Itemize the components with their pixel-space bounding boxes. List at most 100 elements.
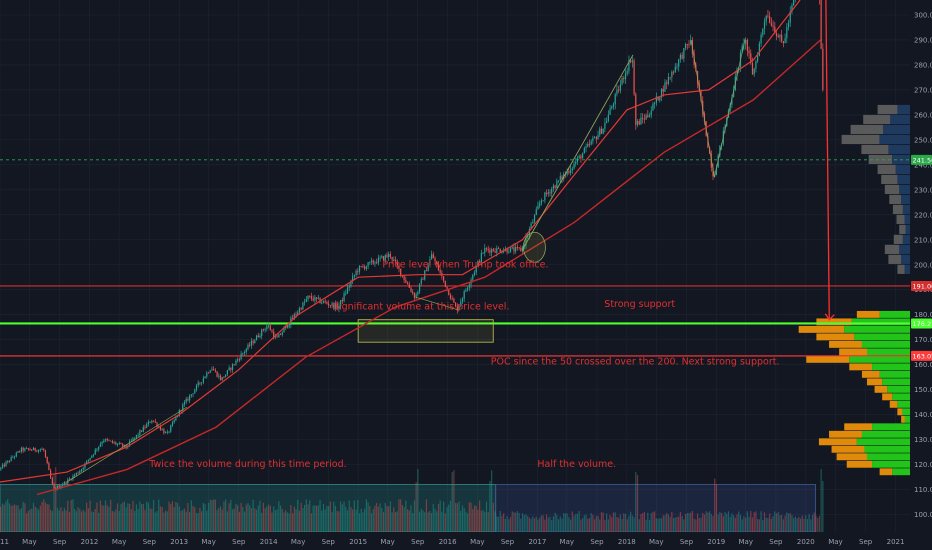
- candle-body: [336, 303, 338, 309]
- candle-body: [597, 135, 599, 140]
- candle-body: [80, 469, 83, 472]
- candle-body: [401, 275, 404, 277]
- volume-bar: [803, 518, 805, 532]
- volume-bar: [273, 506, 275, 532]
- candle-body: [48, 462, 50, 471]
- candle-body: [24, 448, 26, 451]
- candle-body: [672, 71, 675, 73]
- candle-body: [113, 442, 115, 444]
- volume-bar: [664, 515, 666, 532]
- vp-bar-down: [889, 194, 901, 205]
- candle-body: [230, 367, 232, 370]
- candle-body: [223, 377, 225, 378]
- volume-bar: [712, 515, 714, 532]
- price-axis[interactable]: 100.00 110.00 120.00 130.00 140.00 150.00 160.…: [910, 0, 932, 550]
- volume-bar: [147, 502, 150, 532]
- volume-bar: [213, 499, 215, 532]
- candle-body: [38, 449, 40, 452]
- drop-arrow-head: [824, 313, 835, 321]
- volume-bar: [736, 514, 738, 532]
- candle-body: [508, 252, 510, 254]
- volume-bar: [50, 509, 52, 532]
- volume-bar: [15, 505, 17, 532]
- candle-body: [755, 61, 757, 69]
- volume-bar: [782, 519, 784, 532]
- candle-body: [166, 431, 168, 433]
- volume-bar: [465, 511, 467, 532]
- moving-average-2: [36, 39, 821, 496]
- candle-body: [182, 404, 184, 411]
- candle-body: [358, 266, 361, 272]
- vp-bar-down: [841, 134, 880, 145]
- volume-bar: [566, 513, 568, 532]
- volume-bar: [125, 507, 127, 532]
- volume-bar: [769, 513, 771, 532]
- volume-bar: [207, 502, 210, 532]
- volume-bar: [60, 507, 62, 532]
- candle-body: [475, 265, 477, 273]
- candle-body: [465, 289, 467, 292]
- candle-body: [484, 248, 486, 253]
- vp-bar-green: [866, 348, 910, 356]
- candle-body: [74, 474, 76, 476]
- candle-body: [352, 276, 354, 282]
- volume-bar: [621, 519, 623, 532]
- volume-bar: [63, 507, 65, 532]
- candle-body: [430, 254, 433, 260]
- volume-bar: [123, 501, 126, 532]
- candle-body: [178, 410, 180, 416]
- volume-bar: [528, 517, 531, 532]
- candle-body: [314, 297, 316, 301]
- candle-body: [456, 306, 458, 311]
- candle-body: [365, 266, 367, 269]
- candle-body: [233, 364, 235, 366]
- candle-body: [619, 84, 621, 91]
- trump-circle: [523, 231, 546, 263]
- candle-body: [684, 44, 687, 49]
- volume-bar: [283, 512, 285, 532]
- volume-bar: [230, 499, 232, 532]
- candle-body: [216, 371, 218, 377]
- volume-bar: [475, 505, 477, 532]
- volume-bar: [219, 506, 222, 532]
- volume-bar: [43, 499, 45, 532]
- volume-bar: [206, 510, 208, 532]
- vp-bar-down: [877, 104, 898, 115]
- volume-bar: [70, 500, 72, 532]
- volume-bar: [163, 512, 165, 532]
- volume-bar: [631, 515, 633, 532]
- candle-body: [192, 393, 194, 395]
- price-tick-label: 230.00: [914, 186, 932, 194]
- candle-body: [588, 143, 591, 145]
- candle-body: [432, 254, 434, 259]
- volume-bar: [8, 503, 11, 532]
- vp-bar-orange: [882, 393, 893, 401]
- time-tick-label: 2019: [707, 538, 725, 546]
- candle-body: [733, 89, 735, 98]
- candle-body: [664, 82, 666, 92]
- candle-body: [75, 472, 77, 475]
- candle-body: [770, 22, 772, 26]
- consolidation-rect: [357, 319, 494, 343]
- candle-body: [793, 0, 795, 6]
- time-axis[interactable]: 2011 May Sep 2012 May Sep 2013 May Sep 2014 May Sep…: [0, 532, 932, 550]
- candle-body: [10, 457, 12, 462]
- vp-bar-green: [864, 445, 910, 453]
- volume-bar: [777, 512, 779, 532]
- candle-body: [266, 325, 268, 330]
- volume-bar: [721, 513, 723, 532]
- volume-bar: [722, 516, 724, 532]
- volume-bar: [413, 500, 416, 532]
- candle-body: [571, 168, 573, 171]
- volume-bar: [216, 509, 218, 532]
- volume-bar: [370, 513, 373, 532]
- volume-bar: [623, 513, 625, 532]
- price-candles: [0, 0, 824, 491]
- volume-bar: [660, 518, 663, 532]
- volume-bar: [75, 511, 77, 532]
- volume-bar: [750, 511, 752, 532]
- candle-body: [370, 260, 373, 262]
- significant-volume-text: Significant volume at this price level.: [333, 302, 510, 313]
- candle-body: [772, 25, 774, 27]
- volume-bar: [254, 508, 256, 532]
